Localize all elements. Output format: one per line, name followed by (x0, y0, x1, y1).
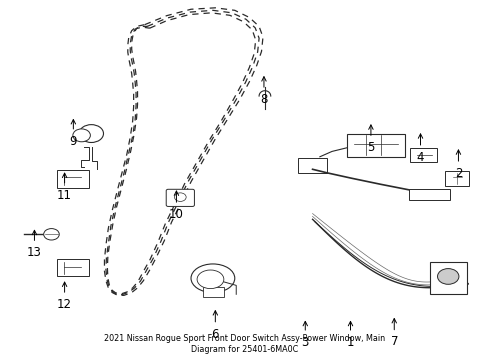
Bar (346, 134, 404, 157)
Bar (409, 148, 436, 162)
Text: 6: 6 (211, 328, 219, 341)
Bar (57, 259, 89, 276)
Bar (203, 287, 223, 297)
Text: 2: 2 (454, 167, 461, 180)
Text: 4: 4 (416, 151, 424, 164)
Text: 9: 9 (69, 135, 77, 148)
Text: 11: 11 (57, 189, 72, 202)
Bar (297, 158, 326, 173)
Text: 13: 13 (27, 246, 42, 259)
Text: 1: 1 (346, 336, 353, 349)
Bar (445, 171, 468, 186)
Circle shape (73, 129, 90, 142)
Circle shape (43, 229, 59, 240)
Ellipse shape (191, 264, 234, 293)
Text: 2021 Nissan Rogue Sport Front Door Switch Assy-Power Window, Main
Diagram for 25: 2021 Nissan Rogue Sport Front Door Switc… (104, 333, 384, 354)
Text: 10: 10 (169, 208, 183, 221)
Text: 12: 12 (57, 298, 72, 311)
Circle shape (174, 193, 186, 202)
Bar (429, 262, 466, 294)
FancyBboxPatch shape (166, 189, 194, 206)
Ellipse shape (197, 270, 224, 289)
Text: 7: 7 (390, 336, 397, 348)
Circle shape (79, 125, 103, 143)
Text: 5: 5 (366, 141, 374, 154)
Circle shape (437, 269, 458, 284)
Bar (57, 170, 89, 188)
Text: 3: 3 (301, 336, 308, 349)
Text: 8: 8 (260, 93, 267, 106)
Bar (408, 189, 449, 200)
